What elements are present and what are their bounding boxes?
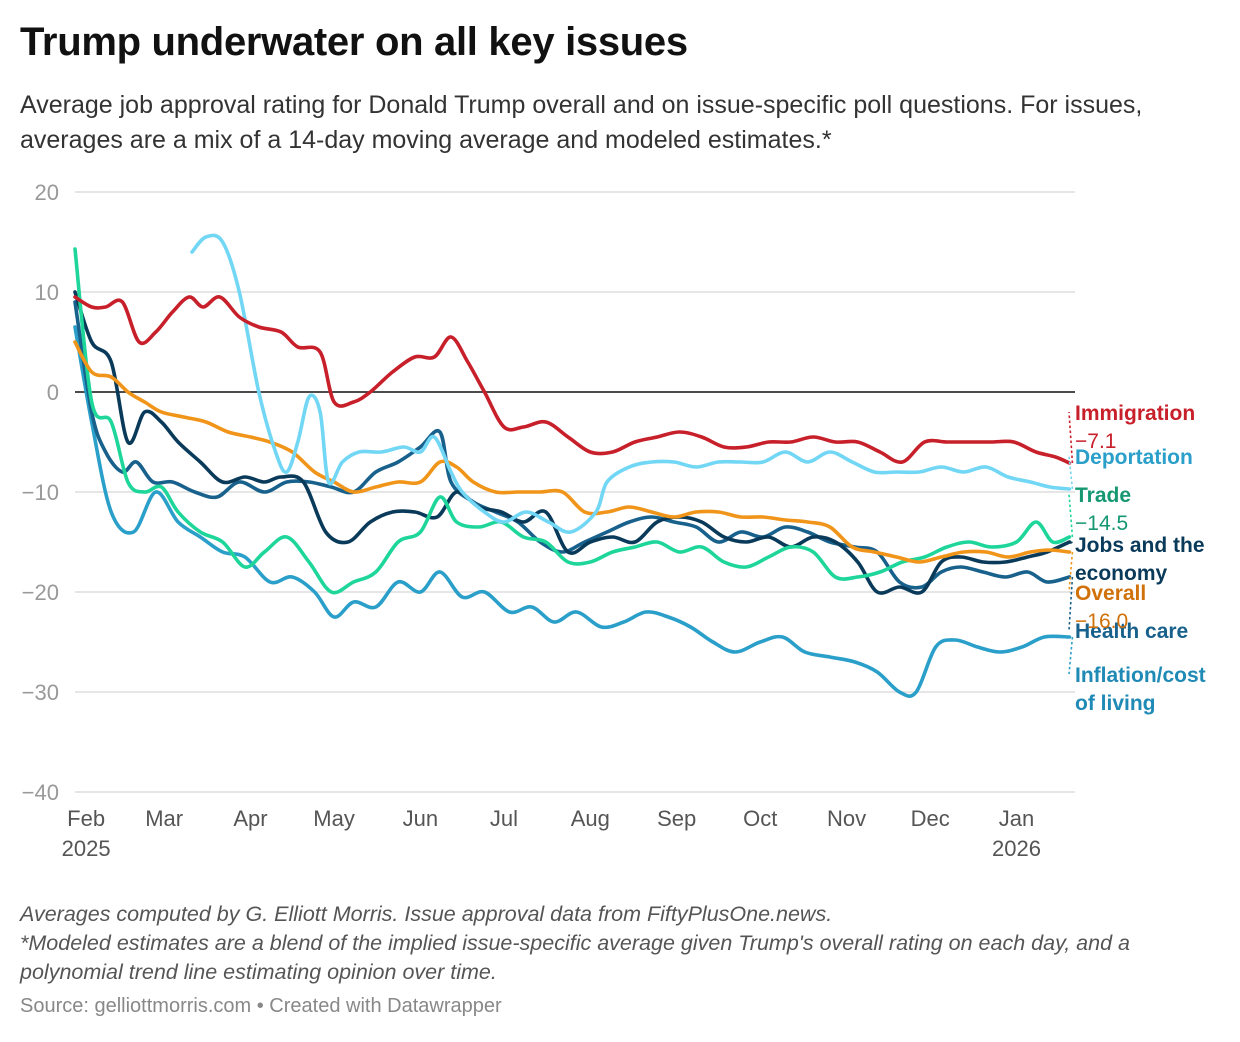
note-line: *Modeled estimates are a blend of the im… [20, 931, 1130, 984]
x-tick-label: Aug [571, 806, 610, 831]
series-label: of living [1075, 692, 1156, 715]
y-tick-label: −20 [22, 580, 59, 605]
label-connector [1068, 493, 1074, 538]
series-value-label: −7.1 [1075, 430, 1116, 453]
series-lines [73, 233, 1072, 698]
series-line-inflation-cost-of-living [73, 325, 1072, 698]
series-line-immigration [73, 295, 1072, 465]
y-tick-label: −40 [22, 780, 59, 805]
axes: 20 10 0 −10 −20 −30 −40 Feb 2025 Mar Apr May Jun Jul A… [22, 180, 1075, 861]
x-tick-label: Apr [233, 806, 267, 831]
label-connector [1068, 411, 1074, 464]
x-tick-label: Mar [145, 806, 183, 831]
x-tick-year-label: 2026 [992, 836, 1041, 861]
series-value-label: −16.0 [1075, 610, 1128, 633]
series-label: Trade [1075, 484, 1131, 507]
y-tick-label: 20 [35, 180, 59, 205]
chart-subtitle: Average job approval rating for Donald T… [20, 91, 1143, 154]
chart-title: Trump underwater on all key issues [20, 20, 688, 64]
label-connector [1068, 541, 1073, 545]
x-tick-label: Nov [827, 806, 866, 831]
series-label: Overall [1075, 582, 1146, 605]
x-tick-label: Jul [490, 806, 518, 831]
x-tick-label: Dec [911, 806, 950, 831]
series-line-health-care [73, 300, 1072, 590]
x-tick-label: Oct [743, 806, 777, 831]
x-tick-label: Jan [999, 806, 1034, 831]
series-line-trade [73, 247, 1072, 595]
series-label: Deportation [1075, 446, 1193, 469]
series-label: Health care [1075, 620, 1188, 643]
x-tick-label: Sep [657, 806, 696, 831]
y-tick-label: 0 [47, 380, 59, 405]
series-labels: Inflation/cost of living Health care Jobs a… [1068, 402, 1206, 715]
label-connector [1068, 576, 1074, 631]
series-label: Immigration [1075, 402, 1195, 425]
label-connector [1068, 551, 1074, 593]
label-connector [1068, 636, 1074, 675]
y-tick-label: −30 [22, 680, 59, 705]
x-tick-label: May [313, 806, 355, 831]
series-line-overall [73, 340, 1072, 564]
series-label: Inflation/cost [1075, 664, 1206, 687]
gridlines [75, 191, 1075, 793]
y-tick-label: −10 [22, 480, 59, 505]
label-connector [1068, 455, 1074, 490]
x-tick-label: Feb [67, 806, 105, 831]
chart-notes: Averages computed by G. Elliott Morris. … [20, 900, 1225, 987]
series-label: economy [1075, 562, 1168, 585]
x-tick-year-label: 2025 [62, 836, 111, 861]
series-label: Jobs and the [1075, 534, 1205, 557]
chart-source: Source: gelliottmorris.com • Created wit… [20, 995, 502, 1017]
note-line: Averages computed by G. Elliott Morris. … [20, 902, 833, 926]
series-line-deportation [190, 233, 1072, 534]
x-tick-label: Jun [403, 806, 438, 831]
y-tick-label: 10 [35, 280, 59, 305]
line-chart: 20 10 0 −10 −20 −30 −40 Feb 2025 Mar Apr May Jun Jul A… [22, 180, 1206, 861]
series-value-label: −14.5 [1075, 512, 1128, 535]
